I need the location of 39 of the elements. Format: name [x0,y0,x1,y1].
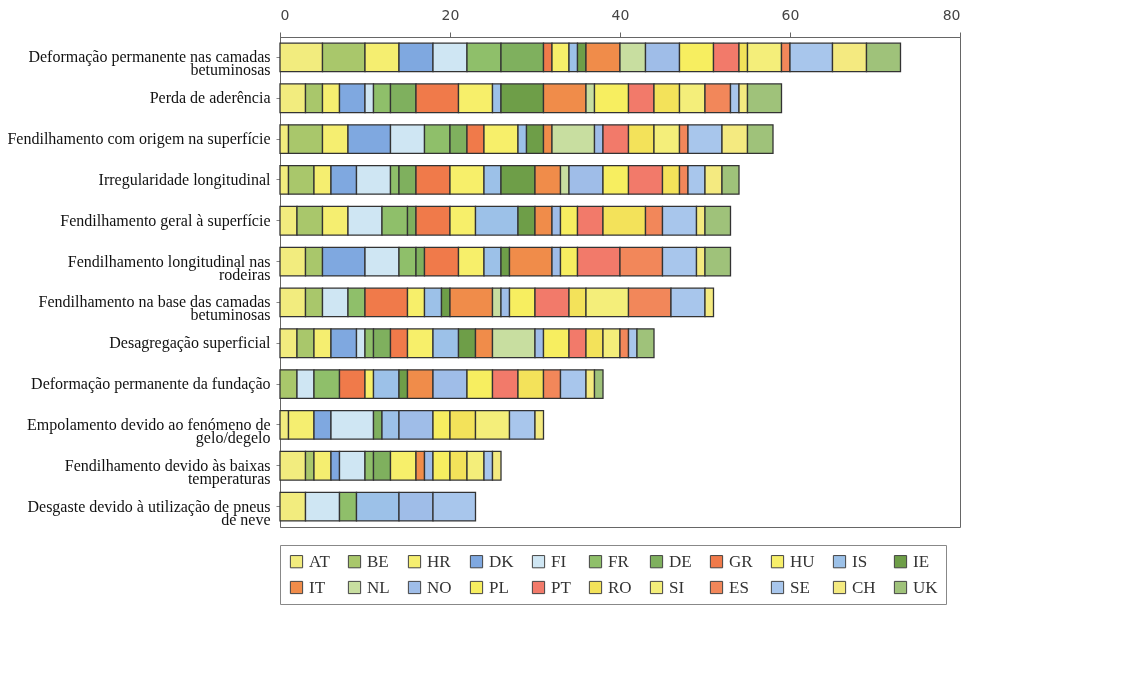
legend-label: NL [367,577,390,597]
legend-label: PT [551,577,572,597]
x-tick-label: 0 [280,6,290,23]
legend-label: FR [608,551,630,571]
y-tick-label: Fendilhamento na base das camadas betuminosas [38,293,271,324]
legend-label: IE [913,551,930,571]
legend-label: GR [729,551,754,571]
legend-label: CH [852,577,876,597]
y-tick-label: Deformação permanente da fundação [31,375,271,394]
x-tick-label: 60 [781,6,800,23]
legend-label: NO [427,577,452,597]
legend-label: HR [427,551,452,571]
legend-label: SE [790,577,810,597]
legend-label: FI [551,551,567,571]
legend-label: AT [309,551,331,571]
y-tick-label: Desagregação superficial [109,334,272,353]
y-tick-label: Desgaste devido à utilização de pneus de neve [27,497,271,528]
y-tick-label: Irregularidade longitudinal [98,170,272,189]
legend-label: DE [669,551,692,571]
legend-label: ES [729,577,749,597]
x-tick-label: 40 [611,6,630,23]
y-tick-label: Empolamento devido ao fenómeno de gelo/degelo [27,415,271,447]
y-tick-label: Perda de aderência [149,89,271,107]
legend-label: SI [669,577,685,597]
legend-label: BE [367,551,389,571]
legend-label: IT [309,577,326,597]
y-tick-label: Fendilhamento longitudinal nas rodeiras [67,252,271,283]
legend-label: DK [489,551,515,571]
legend-label: PL [489,577,509,597]
x-tick-label: 20 [441,6,460,23]
y-tick-label: Fendilhamento devido às baixas temperaturas [64,456,271,488]
x-tick-label: 80 [942,6,961,23]
legend-label: RO [608,577,632,597]
legend-label: HU [790,551,815,571]
y-tick-label: Fendilhamento com origem na superfície [7,130,271,149]
y-tick-label: Fendilhamento geral à superfície [60,211,271,230]
legend-label: IS [852,551,868,571]
y-tick-label: Deformação permanente nas camadas betuminosas [28,48,271,79]
legend-label: UK [913,577,939,597]
